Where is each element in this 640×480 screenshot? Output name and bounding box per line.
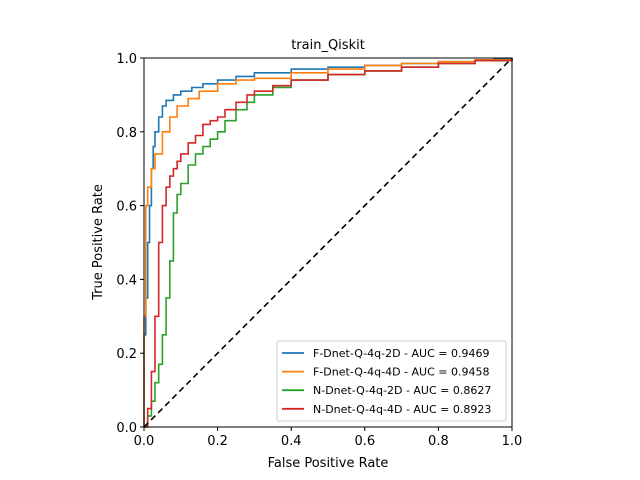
x-tick-label: 0.0 <box>134 434 155 449</box>
series-line-2 <box>143 58 513 427</box>
y-tick-label: 0.2 <box>116 347 137 362</box>
plot-area <box>143 57 513 428</box>
legend-box <box>276 340 507 422</box>
y-tick-label: 0.6 <box>116 200 137 215</box>
x-axis-label: False Positive Rate <box>268 456 389 471</box>
y-axis-ticks: 0.0 0.2 0.4 0.6 0.8 1.0 <box>116 52 144 436</box>
y-tick-label: 0.4 <box>116 273 137 288</box>
legend-label-3: N-Dnet-Q-4q-2D - AUC = 0.8627 <box>313 384 491 397</box>
series-line-4 <box>144 58 513 428</box>
y-axis-label: True Positive Rate <box>91 184 106 301</box>
x-tick-label: 0.8 <box>428 434 449 449</box>
legend-label-4: N-Dnet-Q-4q-4D - AUC = 0.8923 <box>313 403 491 416</box>
x-tick-label: 0.4 <box>281 434 302 449</box>
x-axis-ticks: 0.0 0.2 0.4 0.6 0.8 1.0 <box>134 427 523 449</box>
x-tick-label: 1.0 <box>502 434 523 449</box>
y-tick-label: 1.0 <box>116 52 137 67</box>
y-tick-label: 0.8 <box>116 126 137 141</box>
chance-diagonal-line <box>143 57 513 428</box>
chart-title: train_Qiskit <box>291 38 365 53</box>
legend: F-Dnet-Q-4q-2D - AUC = 0.9469 F-Dnet-Q-4q… <box>276 340 507 422</box>
x-tick-label: 0.6 <box>354 434 375 449</box>
plot-frame <box>143 57 513 428</box>
legend-label-1: F-Dnet-Q-4q-2D - AUC = 0.9469 <box>313 347 489 360</box>
legend-label-2: F-Dnet-Q-4q-4D - AUC = 0.9458 <box>313 366 489 379</box>
x-tick-label: 0.2 <box>207 434 228 449</box>
y-tick-label: 0.0 <box>116 421 137 436</box>
